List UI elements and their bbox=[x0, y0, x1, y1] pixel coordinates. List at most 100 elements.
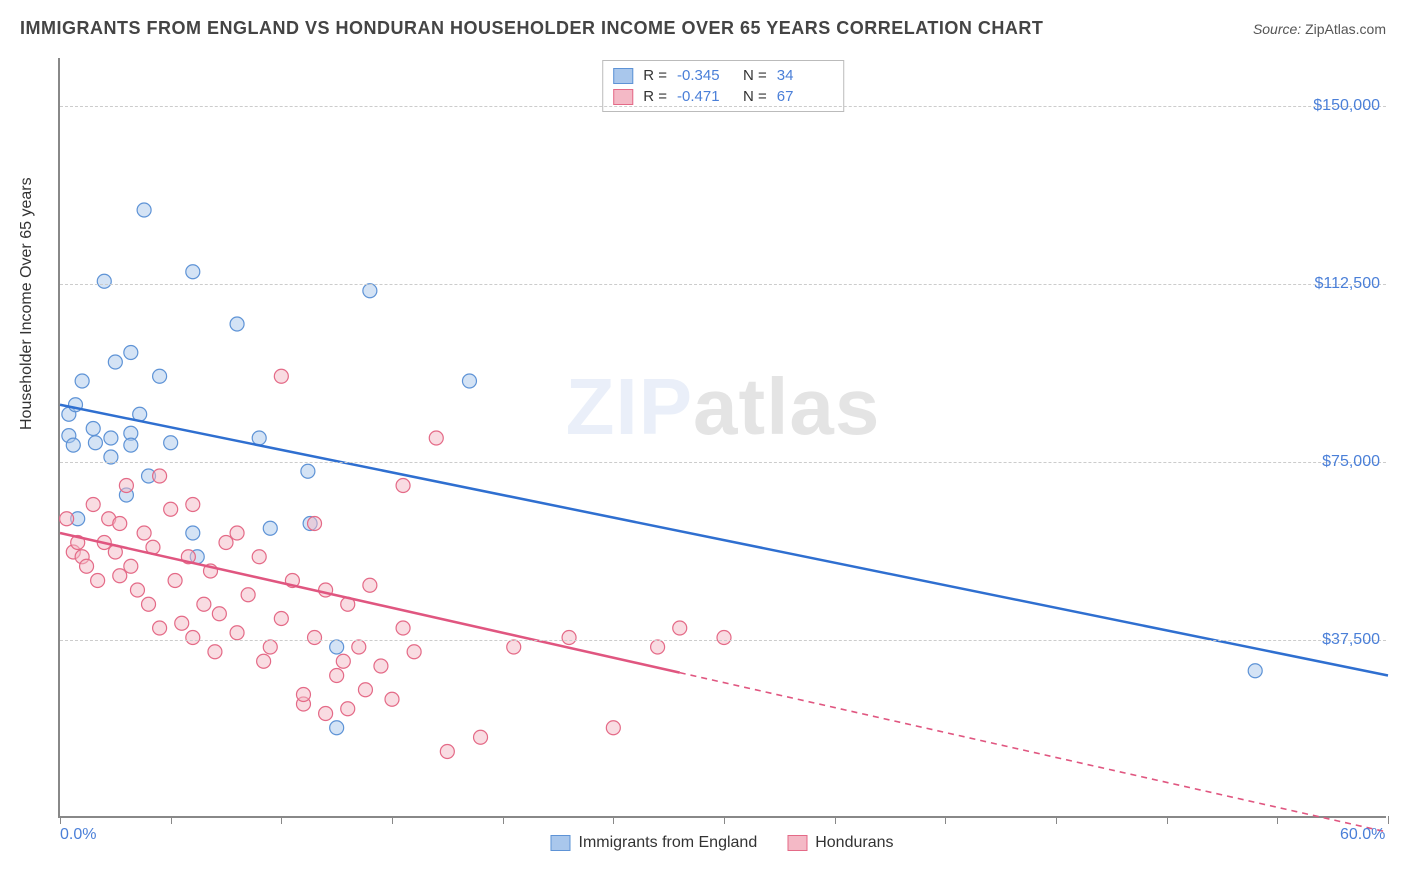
x-tick bbox=[1388, 816, 1389, 824]
data-point-honduran bbox=[274, 612, 288, 626]
chart-area: ZIPatlas R =-0.345N =34R =-0.471N =67 $3… bbox=[58, 58, 1386, 818]
data-point-honduran bbox=[396, 479, 410, 493]
data-point-honduran bbox=[124, 559, 138, 573]
data-point-honduran bbox=[164, 502, 178, 516]
data-point-honduran bbox=[153, 621, 167, 635]
x-tick bbox=[835, 816, 836, 824]
data-point-england bbox=[66, 438, 80, 452]
data-point-england bbox=[104, 431, 118, 445]
data-point-honduran bbox=[168, 574, 182, 588]
r-label: R = bbox=[643, 88, 667, 105]
data-point-honduran bbox=[230, 526, 244, 540]
x-tick-label: 60.0% bbox=[1340, 826, 1385, 844]
data-point-england bbox=[263, 521, 277, 535]
data-point-honduran bbox=[130, 583, 144, 597]
legend-label-england: Immigrants from England bbox=[578, 834, 757, 852]
data-point-england bbox=[230, 317, 244, 331]
data-point-honduran bbox=[263, 640, 277, 654]
data-point-honduran bbox=[341, 702, 355, 716]
gridline bbox=[60, 106, 1386, 107]
data-point-honduran bbox=[308, 517, 322, 531]
x-tick bbox=[724, 816, 725, 824]
data-point-england bbox=[186, 265, 200, 279]
x-tick bbox=[613, 816, 614, 824]
n-label: N = bbox=[743, 88, 767, 105]
data-point-honduran bbox=[137, 526, 151, 540]
data-point-england bbox=[164, 436, 178, 450]
data-point-honduran bbox=[197, 597, 211, 611]
legend-swatch-honduran bbox=[787, 835, 807, 851]
r-label: R = bbox=[643, 67, 667, 84]
chart-title: IMMIGRANTS FROM ENGLAND VS HONDURAN HOUS… bbox=[20, 18, 1043, 39]
legend-item-england: Immigrants from England bbox=[550, 834, 757, 852]
legend-series: Immigrants from England Hondurans bbox=[550, 834, 893, 852]
x-tick bbox=[392, 816, 393, 824]
x-tick bbox=[281, 816, 282, 824]
data-point-honduran bbox=[507, 640, 521, 654]
data-point-england bbox=[330, 721, 344, 735]
data-point-england bbox=[301, 464, 315, 478]
data-point-honduran bbox=[86, 498, 100, 512]
n-value-england: 34 bbox=[777, 67, 833, 84]
data-point-honduran bbox=[257, 654, 271, 668]
x-tick bbox=[60, 816, 61, 824]
data-point-honduran bbox=[219, 536, 233, 550]
plot-svg bbox=[60, 58, 1386, 816]
data-point-england bbox=[186, 526, 200, 540]
data-point-honduran bbox=[113, 517, 127, 531]
data-point-honduran bbox=[385, 692, 399, 706]
x-tick bbox=[945, 816, 946, 824]
data-point-honduran bbox=[717, 631, 731, 645]
gridline bbox=[60, 462, 1386, 463]
data-point-honduran bbox=[241, 588, 255, 602]
data-point-honduran bbox=[319, 707, 333, 721]
data-point-honduran bbox=[336, 654, 350, 668]
data-point-honduran bbox=[673, 621, 687, 635]
data-point-england bbox=[462, 374, 476, 388]
data-point-england bbox=[97, 274, 111, 288]
data-point-england bbox=[108, 355, 122, 369]
data-point-england bbox=[252, 431, 266, 445]
data-point-honduran bbox=[374, 659, 388, 673]
data-point-england bbox=[137, 203, 151, 217]
data-point-england bbox=[1248, 664, 1262, 678]
data-point-honduran bbox=[606, 721, 620, 735]
data-point-honduran bbox=[651, 640, 665, 654]
data-point-honduran bbox=[308, 631, 322, 645]
data-point-honduran bbox=[230, 626, 244, 640]
y-tick-label: $75,000 bbox=[1322, 453, 1380, 471]
legend-swatch-honduran bbox=[613, 89, 633, 105]
gridline bbox=[60, 640, 1386, 641]
n-label: N = bbox=[743, 67, 767, 84]
data-point-honduran bbox=[562, 631, 576, 645]
y-axis-title: Householder Income Over 65 years bbox=[18, 177, 36, 430]
data-point-honduran bbox=[60, 512, 74, 526]
source-prefix: Source: bbox=[1253, 21, 1305, 37]
data-point-honduran bbox=[186, 631, 200, 645]
data-point-honduran bbox=[440, 745, 454, 759]
x-tick-label: 0.0% bbox=[60, 826, 96, 844]
data-point-honduran bbox=[80, 559, 94, 573]
data-point-honduran bbox=[396, 621, 410, 635]
trend-line-dashed-honduran bbox=[680, 673, 1388, 833]
n-value-honduran: 67 bbox=[777, 88, 833, 105]
data-point-honduran bbox=[363, 578, 377, 592]
plot-region: ZIPatlas R =-0.345N =34R =-0.471N =67 $3… bbox=[58, 58, 1386, 818]
data-point-england bbox=[330, 640, 344, 654]
data-point-honduran bbox=[153, 469, 167, 483]
legend-label-honduran: Hondurans bbox=[815, 834, 893, 852]
data-point-england bbox=[124, 438, 138, 452]
gridline bbox=[60, 284, 1386, 285]
y-tick-label: $37,500 bbox=[1322, 631, 1380, 649]
x-tick bbox=[503, 816, 504, 824]
data-point-england bbox=[75, 374, 89, 388]
data-point-honduran bbox=[212, 607, 226, 621]
data-point-honduran bbox=[113, 569, 127, 583]
x-tick bbox=[1277, 816, 1278, 824]
data-point-england bbox=[153, 369, 167, 383]
data-point-honduran bbox=[474, 730, 488, 744]
data-point-england bbox=[86, 422, 100, 436]
data-point-honduran bbox=[186, 498, 200, 512]
r-value-england: -0.345 bbox=[677, 67, 733, 84]
legend-stat-row-england: R = -0.345 N = 34 bbox=[613, 65, 833, 86]
